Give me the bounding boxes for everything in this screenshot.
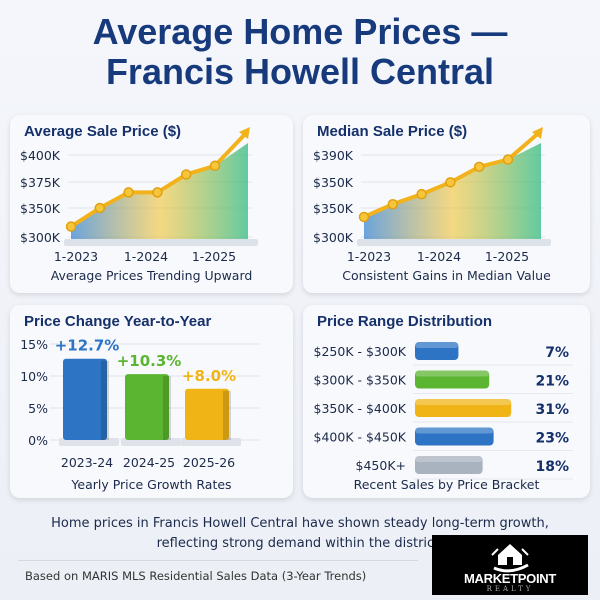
y-tick-label: 0% [28, 433, 48, 448]
bar-value-label: 7% [545, 345, 569, 361]
page-title-line1: Average Home Prices — [92, 11, 508, 52]
average-price-chart: $400K $375K $350K $300K 1-2023 1-2024 1-2025 [20, 127, 258, 264]
y-tick-label: 5% [28, 401, 48, 416]
data-point [473, 161, 485, 173]
bar-value-label: 18% [535, 459, 569, 475]
y-tick-label: $350K [20, 201, 61, 216]
x-tick-label: 1-2024 [124, 249, 168, 264]
bar-highlight [415, 456, 483, 462]
panel-subtitle: Yearly Price Growth Rates [71, 477, 232, 492]
bar [415, 342, 459, 360]
x-tick-label: 2025-26 [183, 455, 235, 470]
bar [415, 427, 494, 446]
x-tick-label: 1-2023 [54, 249, 98, 264]
data-point [502, 154, 514, 165]
x-tick-label: 1-2025 [485, 249, 529, 264]
panel-title: Price Range Distribution [317, 313, 493, 330]
category-label: $450K+ [356, 458, 406, 473]
panel-title: Price Change Year-to-Year [24, 313, 212, 330]
arrow-head-icon [239, 127, 250, 139]
y-tick-label: $400K [20, 148, 61, 163]
chart-base [64, 239, 258, 246]
y-tick-label: $390K [313, 148, 354, 163]
logo-sub: REALTY [486, 585, 534, 593]
category-label: $300K - $350K [314, 373, 407, 388]
panel-title: Average Sale Price ($) [24, 123, 182, 140]
logo-name: MARKETPOINT [463, 571, 557, 586]
median-price-panel: Median Sale Price ($) $390K $350K $350K $30… [303, 115, 590, 293]
category-label: $250K - $300K [314, 344, 407, 359]
data-point [445, 177, 456, 188]
bar-value-label: 31% [535, 402, 569, 418]
y-tick-label: $300K [313, 230, 354, 245]
panel-title: Median Sale Price ($) [317, 123, 468, 140]
bar-value-label: 23% [535, 431, 569, 447]
panel-subtitle: Consistent Gains in Median Value [342, 268, 551, 283]
area-fill [71, 143, 248, 239]
bar [415, 456, 483, 474]
category-label: $400K - $450K [314, 430, 407, 445]
bar-highlight [415, 370, 490, 377]
data-point [94, 202, 106, 214]
bar-value-label: 21% [535, 374, 569, 390]
bar-value-label: +10.3% [117, 352, 182, 370]
data-point [152, 187, 163, 198]
data-point [387, 198, 399, 210]
area-fill [364, 143, 541, 239]
summary-text: Home prices in Francis Howell Central ha… [51, 516, 549, 551]
marketpoint-logo: MARKETPOINT REALTY [432, 535, 588, 595]
y-tick-label: $300K [20, 230, 61, 245]
page-title-line2: Francis Howell Central [105, 51, 495, 92]
data-point [416, 188, 427, 200]
bar-highlight [415, 427, 494, 434]
bar-value-label: +12.7% [55, 337, 120, 355]
bar [415, 370, 490, 389]
data-point [180, 169, 192, 180]
y-tick-label: $350K [313, 201, 354, 216]
arrow-head-icon [532, 127, 543, 139]
y-tick-label: $350K [313, 175, 354, 190]
bar [125, 374, 169, 440]
median-price-chart: $390K $350K $350K $300K 1-2023 1-2024 1-2025 [313, 127, 551, 264]
panel-subtitle: Average Prices Trending Upward [50, 268, 253, 283]
data-point [209, 160, 221, 172]
house-hand-icon [491, 544, 529, 573]
average-price-panel: Average Sale Price ($) $400K $375K $350K $3… [10, 115, 293, 293]
divider [18, 560, 418, 561]
data-point [358, 211, 370, 223]
panel-subtitle: Recent Sales by Price Bracket [353, 477, 540, 492]
bar [415, 399, 512, 417]
bar-value-label: +8.0% [182, 367, 236, 385]
data-point [65, 221, 77, 232]
price-range-chart: $250K - $300K 7% $300K - $350K 21% $350K - $… [314, 342, 573, 480]
price-change-chart: 15% 10% 5% 0% +12.7% 2023-24 +10.3% 2024-25 +8.0… [20, 337, 260, 470]
x-tick-label: 2024-25 [123, 455, 175, 470]
category-label: $350K - $400K [314, 401, 407, 416]
source-note: Based on MARIS MLS Residential Sales Dat… [25, 569, 367, 583]
price-range-panel: Price Range Distribution $250K - $300K 7%… [303, 305, 590, 498]
y-tick-label: 15% [20, 337, 48, 352]
bar [63, 358, 107, 440]
bar-highlight [415, 399, 512, 405]
bar-side [223, 390, 231, 440]
y-tick-label: $375K [20, 175, 61, 190]
bar-highlight [415, 342, 459, 348]
x-tick-label: 2023-24 [61, 455, 113, 470]
bar-side [163, 376, 171, 440]
x-tick-label: 1-2025 [192, 249, 236, 264]
bar [185, 388, 229, 440]
chart-base [357, 239, 551, 246]
data-point [123, 187, 134, 198]
price-change-panel: Price Change Year-to-Year 15% 10% 5% 0% +12.… [10, 305, 293, 498]
y-tick-label: 10% [20, 369, 48, 384]
x-tick-label: 1-2023 [347, 249, 391, 264]
bar-side [101, 360, 109, 440]
x-tick-label: 1-2024 [417, 249, 461, 264]
